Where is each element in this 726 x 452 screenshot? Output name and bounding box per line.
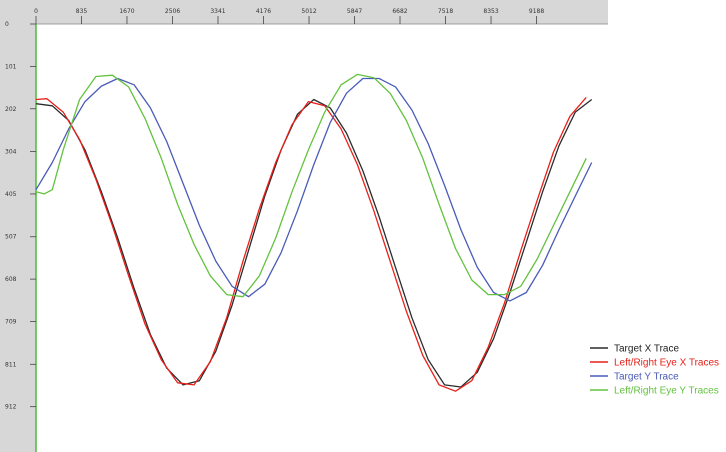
legend-label: Left/Right Eye Y Traces — [614, 386, 719, 397]
x-tick-label: 0 — [34, 8, 38, 15]
x-tick-label: 5847 — [347, 8, 362, 15]
y-tick-label: 405 — [5, 191, 17, 198]
y-tick-group: 0 101 202 304 405 507 608 709 811 912 — [5, 21, 36, 411]
x-tick-label: 2506 — [165, 8, 180, 15]
series-line-3 — [35, 77, 593, 302]
x-tick-label: 4176 — [256, 8, 271, 15]
x-tick-label: 835 — [76, 8, 88, 15]
series-group — [35, 73, 593, 392]
x-tick-label: 8353 — [483, 8, 498, 15]
y-tick-label: 608 — [5, 276, 17, 283]
y-tick-label: 709 — [5, 319, 17, 326]
legend-label: Target X Trace — [614, 344, 679, 355]
legend-label: Target Y Trace — [614, 372, 679, 383]
y-tick-label: 202 — [5, 106, 17, 113]
x-tick-label: 1670 — [119, 8, 134, 15]
series-line-4 — [35, 73, 587, 298]
legend: Target X Trace Left/Right Eye X Traces Tar… — [590, 344, 719, 397]
x-tick-label: 5012 — [301, 8, 316, 15]
y-tick-label: 0 — [5, 21, 9, 28]
legend-label: Left/Right Eye X Traces — [614, 358, 719, 369]
x-axis-ruler — [36, 0, 608, 24]
y-axis-ruler — [0, 24, 36, 452]
y-tick-label: 507 — [5, 234, 17, 241]
series-line-2 — [35, 96, 587, 392]
x-tick-label: 3341 — [210, 8, 225, 15]
y-tick-label: 304 — [5, 149, 17, 156]
series-line-1 — [35, 98, 593, 388]
x-tick-label: 9188 — [529, 8, 544, 15]
x-tick-group: 0 835 1670 2506 3341 4176 5012 5847 6682 7518 8353… — [34, 8, 544, 24]
x-tick-label: 7518 — [438, 8, 453, 15]
y-tick-label: 811 — [5, 361, 17, 368]
x-tick-label: 6682 — [392, 8, 407, 15]
ruler-corner — [0, 0, 36, 24]
y-tick-label: 101 — [5, 63, 17, 70]
y-tick-label: 912 — [5, 404, 17, 411]
